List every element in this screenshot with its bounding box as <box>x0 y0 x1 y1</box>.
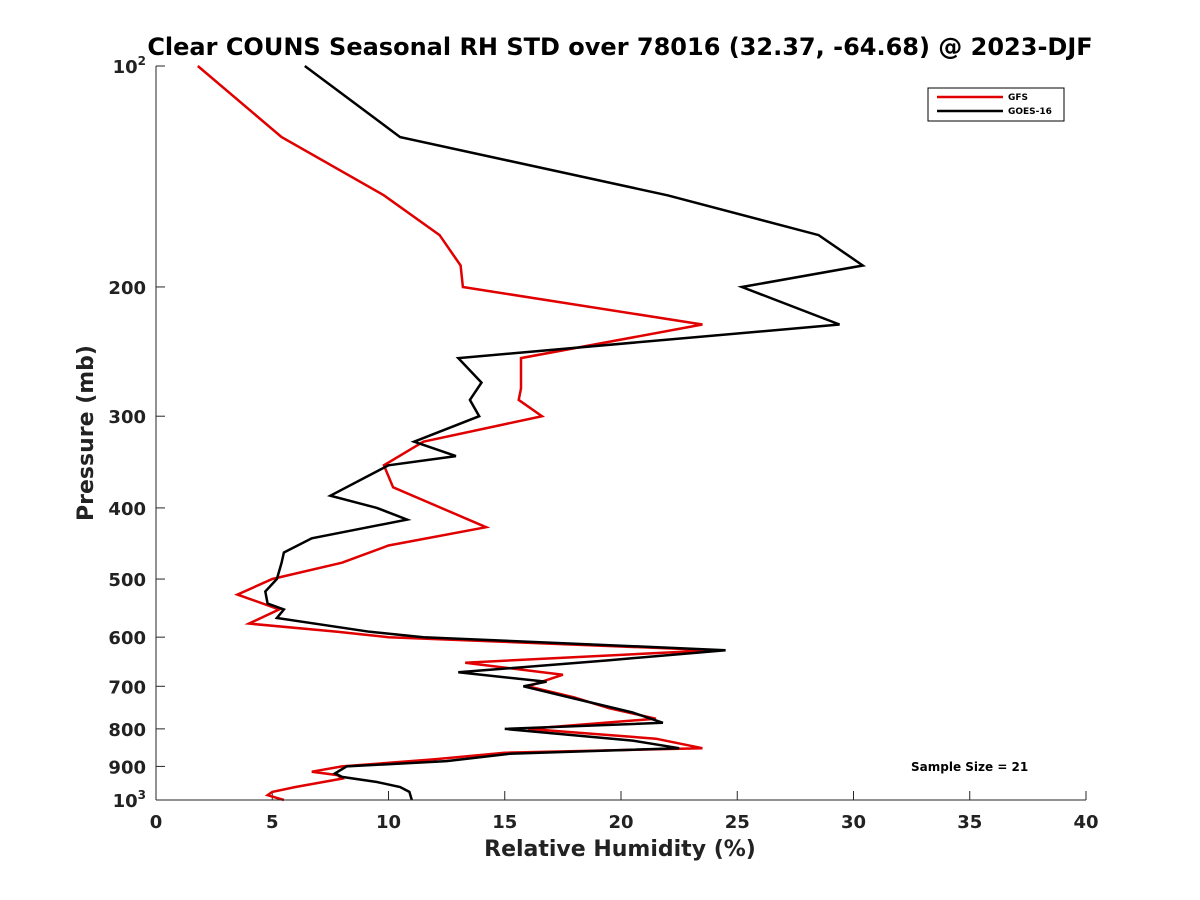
y-tick-label: 200 <box>108 278 146 299</box>
y-tick-label: 400 <box>108 499 146 520</box>
y-tick-label: 500 <box>108 570 146 591</box>
x-axis-label: Relative Humidity (%) <box>484 837 756 862</box>
y-tick-label: 700 <box>108 677 146 698</box>
x-tick-label: 40 <box>1073 812 1098 833</box>
x-tick-label: 5 <box>266 812 279 833</box>
x-tick-label: 30 <box>841 812 866 833</box>
y-tick-label: 102 <box>113 54 146 78</box>
legend-label-goes-16: GOES-16 <box>1008 107 1052 117</box>
x-tick-label: 10 <box>376 812 401 833</box>
x-tick-label: 0 <box>150 812 163 833</box>
x-tick-label: 35 <box>957 812 982 833</box>
sample-size-annotation: Sample Size = 21 <box>911 760 1028 774</box>
legend-box <box>927 87 1065 122</box>
y-tick-label: 600 <box>108 628 146 649</box>
x-tick-label: 15 <box>492 812 517 833</box>
ticks-layer: 0 5 10 15 20 25 30 35 40 102 200 300 400 500 600 700 800… <box>108 54 1098 833</box>
y-axis-label: Pressure (mb) <box>74 345 99 521</box>
legend-label-gfs: GFS <box>1008 93 1028 103</box>
y-tick-label: 103 <box>113 788 146 812</box>
x-tick-label: 20 <box>608 812 633 833</box>
y-tick-label: 900 <box>108 757 146 778</box>
series-line-gfs <box>196 65 715 802</box>
chart-title: Clear COUNS Seasonal RH STD over 78016 (… <box>147 33 1092 61</box>
y-tick-label: 300 <box>108 407 146 428</box>
x-tick-label: 25 <box>725 812 750 833</box>
legend: GFS GOES-16 <box>927 87 1065 122</box>
series-line-goes-16 <box>263 64 867 801</box>
y-tick-label: 800 <box>108 720 146 741</box>
series-layer <box>196 64 867 802</box>
